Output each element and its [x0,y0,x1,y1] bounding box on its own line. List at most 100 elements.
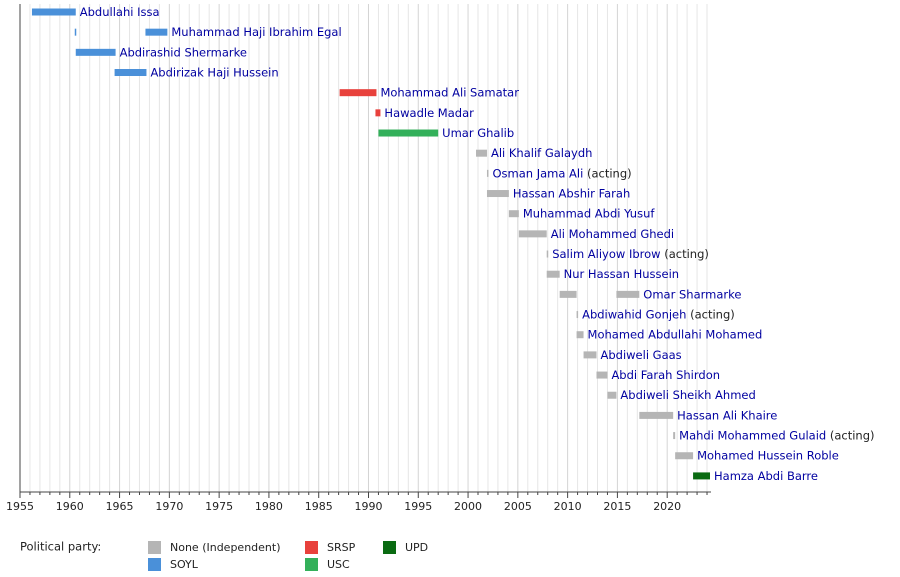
pm-name: Osman Jama Ali [492,166,583,180]
term-bar [508,210,519,218]
pm-label: Mohamed Abdullahi Mohamed [588,327,763,341]
pm-label: Omar Sharmarke [643,287,741,301]
pm-name: Abdi Farah Shirdon [611,368,720,382]
pm-label: Abdiweli Gaas [600,347,681,361]
pm-name: Nur Hassan Hussein [564,267,679,281]
term-bar [546,250,549,258]
pm-name: Omar Sharmarke [643,287,741,301]
pm-label: Hassan Ali Khaire [677,408,777,422]
term-bar [639,411,674,419]
pm-name: Hamza Abdi Barre [714,468,818,482]
pm-name: Hawadle Madar [384,105,474,119]
pm-name: Ali Mohammed Ghedi [551,226,674,240]
x-tick-label: 1970 [155,500,183,513]
pm-label: Muhammad Haji Ibrahim Egal [171,25,341,39]
x-tick-label: 2015 [603,500,631,513]
pm-name: Abdiweli Sheikh Ahmed [620,388,755,402]
x-tick-label: 2020 [653,500,681,513]
term-bar [31,8,76,16]
pm-note: (acting) [664,247,709,261]
term-bar [673,432,676,440]
pm-label: Nur Hassan Hussein [564,267,679,281]
term-bar [607,391,617,399]
pm-label: Salim Aliyow Ibrow (acting) [552,247,709,261]
pm-label: Abdiwahid Gonjeh (acting) [582,307,735,321]
legend-label: None (Independent) [170,541,281,554]
pm-name: Hassan Abshir Farah [513,186,630,200]
term-bar [145,28,168,36]
pm-name: Mohamed Hussein Roble [697,448,839,462]
pm-label: Mahdi Mohammed Gulaid (acting) [679,428,874,442]
term-bar [596,371,608,379]
term-bar [576,331,584,339]
pm-name: Mahdi Mohammed Gulaid [679,428,826,442]
pm-label: Abdullahi Issa [80,5,160,19]
legend-title: Political party: [20,540,101,554]
pm-label: Mohamed Hussein Roble [697,448,839,462]
legend-swatch [148,558,161,571]
legend-label: SRSP [327,541,356,554]
legend-swatch [148,541,161,554]
term-bar [114,69,147,77]
pm-label: Abdi Farah Shirdon [611,368,720,382]
pm-note: (acting) [587,166,632,180]
pm-label: Osman Jama Ali (acting) [492,166,631,180]
term-bar [583,351,597,359]
x-tick-label: 1990 [354,500,382,513]
legend-swatch [305,541,318,554]
pm-name: Mohammad Ali Samatar [380,85,519,99]
x-tick-label: 1965 [106,500,134,513]
x-tick-label: 1985 [305,500,333,513]
legend-label: UPD [405,541,428,554]
term-bar [616,290,640,298]
pm-label: Umar Ghalib [442,126,514,140]
pm-note: (acting) [690,307,735,321]
term-bar [75,48,116,56]
legend-label: USC [327,558,350,571]
term-bar [576,311,579,319]
pm-name: Ali Khalif Galaydh [491,146,592,160]
pm-name: Abdirizak Haji Hussein [150,65,278,79]
pm-name: Abdiwahid Gonjeh [582,307,686,321]
term-bar [546,270,560,278]
pm-name: Abdullahi Issa [80,5,160,19]
pm-label: Hawadle Madar [384,105,474,119]
x-tick-label: 2005 [504,500,532,513]
pm-name: Mohamed Abdullahi Mohamed [588,327,763,341]
pm-label: Muhammad Abdi Yusuf [523,206,656,220]
pm-label: Hassan Abshir Farah [513,186,630,200]
x-tick-label: 2010 [554,500,582,513]
term-bar [518,230,547,238]
x-tick-label: 1980 [255,500,283,513]
legend-label: SOYL [170,558,199,571]
x-tick-label: 1975 [205,500,233,513]
term-bar [693,472,711,480]
pm-label: Ali Mohammed Ghedi [551,226,674,240]
term-bar [378,129,439,137]
pm-name: Salim Aliyow Ibrow [552,247,660,261]
pm-label: Abdiweli Sheikh Ahmed [620,388,755,402]
pm-name: Umar Ghalib [442,126,514,140]
legend-swatch [383,541,396,554]
x-tick-label: 1995 [404,500,432,513]
pm-name: Abdirashid Shermarke [120,45,247,59]
term-bar [675,452,694,460]
pm-label: Ali Khalif Galaydh [491,146,592,160]
pm-label: Abdirizak Haji Hussein [150,65,278,79]
pm-name: Muhammad Abdi Yusuf [523,206,656,220]
term-bar [476,149,487,157]
term-bar [375,109,381,117]
term-bar [74,28,77,36]
term-bar [339,89,377,97]
term-bar [486,169,489,177]
pm-label: Mohammad Ali Samatar [380,85,519,99]
legend-swatch [305,558,318,571]
pm-name: Abdiweli Gaas [600,347,681,361]
pm-label: Abdirashid Shermarke [120,45,247,59]
pm-name: Hassan Ali Khaire [677,408,777,422]
x-tick-label: 2000 [454,500,482,513]
x-tick-label: 1955 [6,500,34,513]
pm-label: Hamza Abdi Barre [714,468,818,482]
pm-note: (acting) [830,428,875,442]
